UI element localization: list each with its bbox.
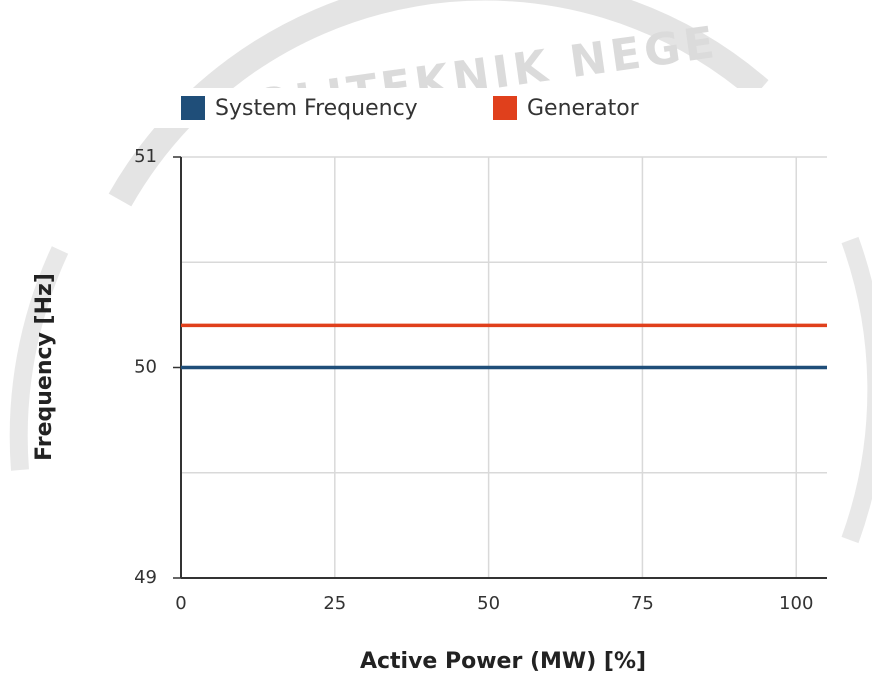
legend-label: Generator: [527, 96, 640, 121]
legend-swatch: [181, 96, 205, 120]
y-tick-label: 49: [134, 567, 157, 588]
watermark: OLITEKNIK NEGE: [9, 0, 872, 544]
legend-background: [0, 88, 872, 128]
x-tick-label: 100: [779, 593, 813, 614]
y-axis-title: Frequency [Hz]: [32, 273, 57, 461]
legend-label: System Frequency: [215, 96, 418, 121]
watermark-arc: [841, 236, 872, 544]
x-tick-label: 25: [323, 593, 346, 614]
y-tick-label: 51: [134, 146, 157, 167]
watermark-arc: [9, 246, 69, 471]
y-tick-label: 50: [134, 357, 157, 378]
x-tick-label: 0: [175, 593, 186, 614]
x-tick-label: 50: [477, 593, 500, 614]
legend-swatch: [493, 96, 517, 120]
x-axis-title: Active Power (MW) [%]: [360, 649, 646, 674]
x-tick-label: 75: [631, 593, 654, 614]
